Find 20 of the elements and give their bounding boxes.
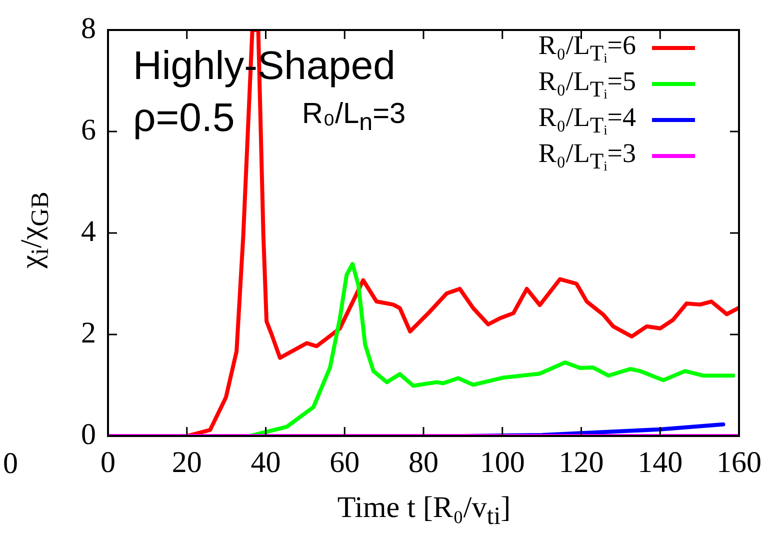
x-tick-label: 140: [638, 446, 683, 479]
legend-label: R₀/L$_{Tᵢ}$=6: [538, 30, 636, 66]
legend-label: R₀/L$_{Tᵢ}$=5: [538, 66, 636, 102]
legend-label: R₀/L$_{Tᵢ}$=4: [538, 102, 636, 138]
x-tick-label: 160: [716, 446, 762, 479]
y-tick-label: 8: [81, 12, 96, 45]
annotation: ρ=0.5: [133, 96, 235, 140]
x-tick-label: 80: [408, 446, 438, 479]
x-tick-label: 40: [250, 446, 281, 479]
y-tick-label: 0: [81, 418, 96, 451]
x-axis-title: Time t [R₀/v$_{ti}$]: [337, 491, 511, 530]
y-tick-label: 4: [81, 214, 96, 248]
annotation: R₀/L$_{n}$=3: [302, 98, 406, 136]
x-tick-label: 60: [330, 446, 360, 479]
x-tick-label: 120: [558, 446, 604, 479]
x-tick-label: 100: [480, 446, 525, 479]
y-tick-label: 2: [81, 316, 96, 350]
x-tick-label: 20: [172, 446, 202, 479]
y-tick-label: 6: [81, 113, 96, 146]
legend-label: R₀/L$_{Tᵢ}$=3: [538, 138, 636, 174]
